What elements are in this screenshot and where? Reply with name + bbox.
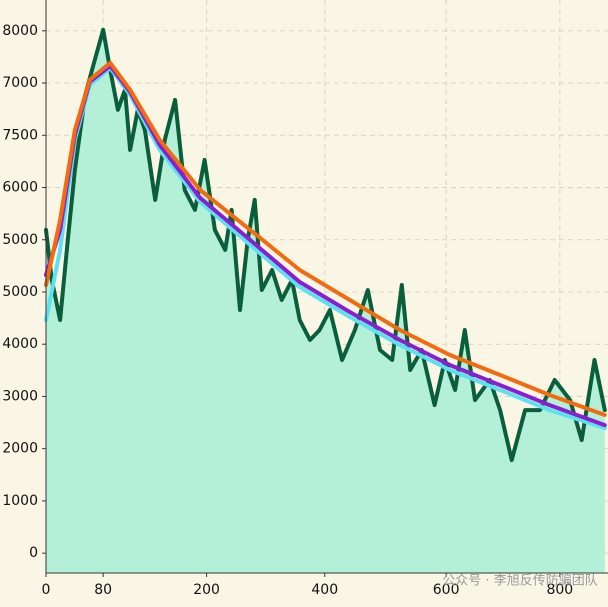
y-tick-label: 5000: [2, 284, 38, 300]
y-tick-label: 8000: [2, 23, 38, 39]
y-tick-label: 7000: [2, 75, 38, 91]
line: [44, 27, 607, 463]
y-tick-label: 1000: [2, 493, 38, 509]
x-tick-label: 0: [42, 582, 51, 598]
x-tick-label: 200: [193, 582, 220, 598]
x-tick-label: 80: [94, 582, 112, 598]
y-tick-label: 4000: [2, 336, 38, 352]
x-tick-label: 800: [546, 582, 573, 598]
area: [46, 29, 605, 574]
watermark: 公众号 · 李旭反传防骗团队: [442, 573, 597, 589]
y-tick-label: 0: [29, 545, 38, 561]
y-tick-label: 7500: [2, 127, 38, 143]
y-tick-label: 6000: [2, 180, 38, 196]
x-tick-label: 600: [433, 582, 460, 598]
x-tick-label: 400: [311, 582, 338, 598]
y-tick-label: 2000: [2, 441, 38, 457]
y-tick-label: 3000: [2, 388, 38, 404]
line: [44, 60, 607, 417]
y-tick-label: 5000: [2, 232, 38, 248]
